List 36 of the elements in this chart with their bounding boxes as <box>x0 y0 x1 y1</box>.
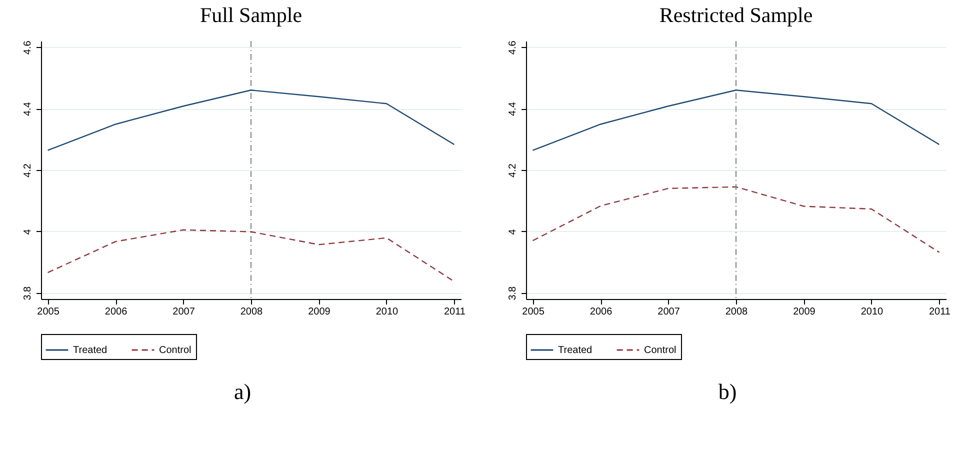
x-tick-label: 2008 <box>240 306 263 318</box>
line-series <box>46 90 454 151</box>
x-tick-label: 2005 <box>522 306 544 318</box>
y-tick-label: 3.8 <box>22 286 33 300</box>
x-tick-label: 2011 <box>443 306 466 318</box>
x-tick-label: 2007 <box>657 306 680 318</box>
x-tick-label: 2007 <box>172 306 195 318</box>
line-series <box>532 90 940 151</box>
x-tick-label: 2009 <box>308 306 330 318</box>
y-tick-label: 4.4 <box>507 102 518 116</box>
legend-label: Treated <box>72 345 107 356</box>
y-tick-label: 3.8 <box>507 286 518 300</box>
text: b) <box>718 379 737 405</box>
y-tick-label: 4.2 <box>22 163 33 178</box>
y-tick-label: 4.6 <box>507 40 518 55</box>
y-tick-label: 4.4 <box>22 102 33 116</box>
x-tick-label: 2010 <box>375 306 398 318</box>
x-tick-label: 2009 <box>792 306 816 318</box>
x-tick-label: 2006 <box>589 306 612 318</box>
x-tick-label: 2010 <box>860 306 884 318</box>
x-tick-label: 2011 <box>928 306 950 318</box>
x-tick-label: 2006 <box>104 306 128 318</box>
legend-label: Control <box>644 345 676 356</box>
chart-title: Full Sample <box>199 3 302 28</box>
chart-title: Restricted Sample <box>658 3 812 28</box>
y-tick-label: 4 <box>22 228 33 235</box>
y-tick-label: 4.6 <box>22 40 33 55</box>
y-tick-label: 4.2 <box>507 163 518 178</box>
legend-label: Control <box>158 345 191 356</box>
text: a) <box>234 379 252 405</box>
line-series <box>46 229 454 282</box>
x-tick-label: 2008 <box>724 306 748 318</box>
legend-label: Treated <box>558 345 592 356</box>
x-tick-label: 2005 <box>36 306 60 318</box>
line-series <box>532 186 940 253</box>
y-tick-label: 4 <box>507 228 518 235</box>
